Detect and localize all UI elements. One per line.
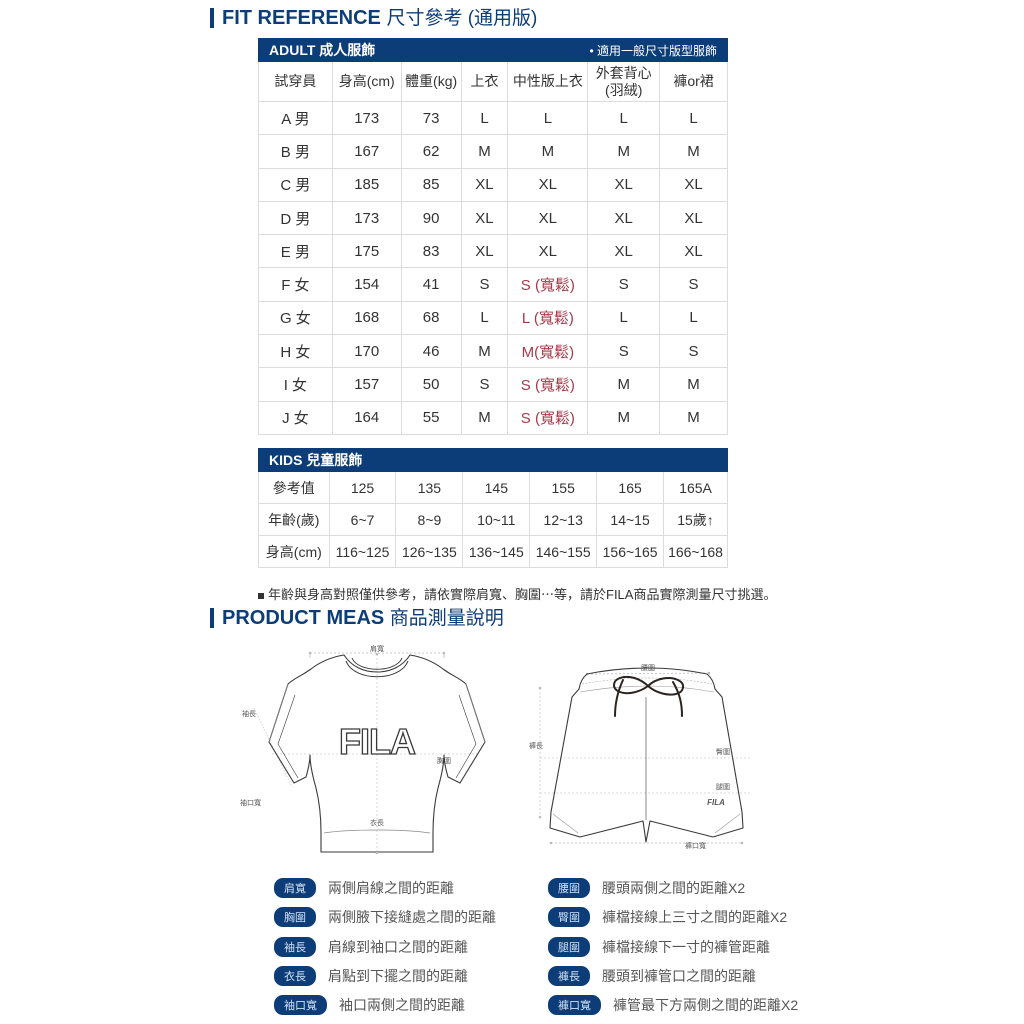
svg-text:袖長: 袖長 <box>242 709 256 718</box>
svg-text:FILA: FILA <box>339 721 416 762</box>
svg-text:FILA: FILA <box>707 798 725 807</box>
svg-text:袖口寬: 袖口寬 <box>240 798 261 807</box>
svg-text:褲長: 褲長 <box>529 741 543 750</box>
svg-text:腿圍: 腿圍 <box>716 783 730 791</box>
svg-text:衣長: 衣長 <box>370 818 384 827</box>
svg-text:肩寬: 肩寬 <box>370 644 384 653</box>
svg-text:臀圍: 臀圍 <box>716 748 730 756</box>
svg-text:褲口寬: 褲口寬 <box>685 841 706 850</box>
